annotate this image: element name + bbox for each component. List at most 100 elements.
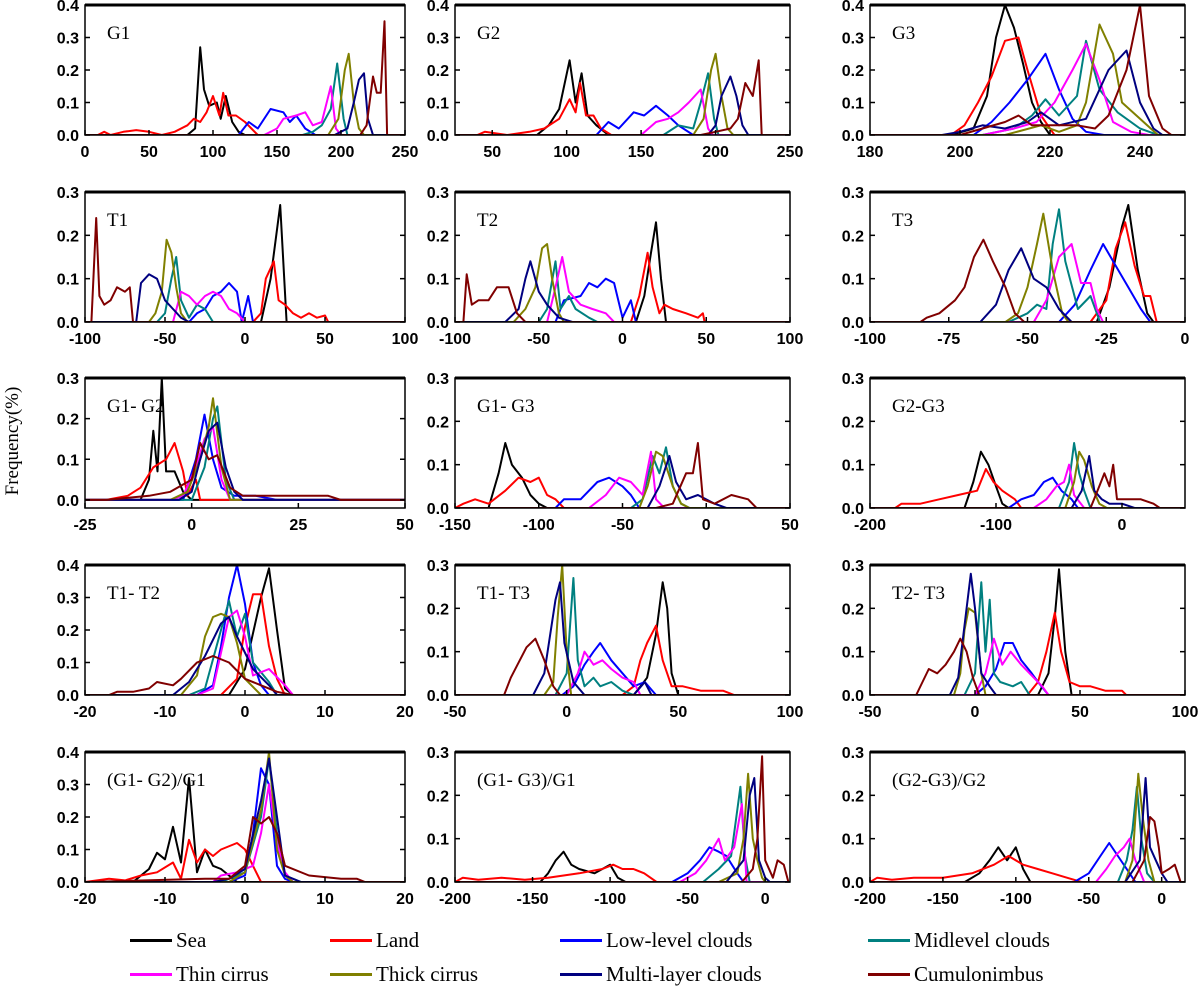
y-tick-label: 0.1	[427, 832, 449, 849]
series-line-thin-cirrus	[455, 256, 790, 322]
series-line-low-level-clouds	[455, 104, 790, 135]
y-tick-label: 0.0	[842, 875, 864, 892]
series-line-land	[870, 468, 1185, 508]
y-tick-label: 0.0	[427, 688, 449, 705]
series-line-cumulonimbus	[85, 217, 405, 322]
x-tick-label: -150	[517, 891, 549, 908]
series-line-thick-cirrus	[85, 238, 405, 322]
x-tick-label: 50	[396, 517, 414, 534]
y-tick-label: 0.2	[842, 414, 864, 431]
legend-label: Land	[376, 928, 420, 952]
y-tick-label: 0.2	[842, 788, 864, 805]
series-line-cumulonimbus	[455, 755, 790, 882]
legend-label: Low-level clouds	[606, 928, 753, 952]
y-tick-label: 0.3	[427, 371, 449, 388]
series-line-multi-layer-clouds	[85, 421, 405, 501]
panel-g3: 0.0 0.1 0.2 0.3 0.4 180 200 220 240 G3	[842, 0, 1186, 161]
series-line-cumulonimbus	[870, 238, 1185, 322]
x-tick-label: -50	[527, 331, 550, 348]
y-tick-label: 0.2	[427, 228, 449, 245]
x-tick-label: 180	[857, 144, 884, 161]
legend-swatch	[130, 973, 172, 976]
y-tick-label: 0.3	[427, 745, 449, 762]
x-tick-label: -25	[73, 517, 96, 534]
legend-swatch	[560, 939, 602, 942]
y-tick-label: 0.0	[427, 315, 449, 332]
x-tick-label: 0	[241, 331, 250, 348]
x-tick-label: -100	[69, 331, 101, 348]
x-tick-label: 0	[81, 144, 90, 161]
y-tick-label: 0.3	[57, 185, 79, 202]
series-line-low-level-clouds	[85, 413, 405, 501]
series-line-midlevel-clouds	[85, 405, 405, 501]
legend-swatch	[330, 939, 372, 942]
x-tick-label: 50	[781, 517, 799, 534]
y-tick-label: 0.3	[57, 31, 79, 48]
y-tick-label: 0.2	[427, 788, 449, 805]
panel-label: G1- G3	[477, 396, 535, 417]
legend-item-land: Land	[330, 928, 419, 953]
series-line-land	[455, 863, 790, 882]
series-line-midlevel-clouds	[85, 62, 405, 135]
series-line-thick-cirrus	[85, 612, 405, 695]
y-tick-label: 0.3	[427, 185, 449, 202]
series-line-cumulonimbus	[455, 637, 790, 695]
series-line-thick-cirrus	[455, 243, 790, 322]
x-tick-label: 0	[1157, 891, 1166, 908]
legend-item-midlevel-clouds: Midlevel clouds	[868, 928, 1050, 953]
panel--g2-g3-g2: 0.0 0.1 0.2 0.3 -200 -150 -100 -50 0 (G2-G3)/G2	[842, 745, 1186, 908]
y-tick-label: 0.0	[842, 315, 864, 332]
series-line-cumulonimbus	[85, 655, 405, 695]
series-line-thin-cirrus	[870, 243, 1185, 322]
series-line-multi-layer-clouds	[870, 247, 1185, 322]
y-tick-label: 0.1	[427, 645, 449, 662]
y-tick-label: 0.0	[427, 128, 449, 145]
series-line-thin-cirrus	[455, 450, 790, 508]
x-tick-label: 100	[1172, 704, 1199, 721]
x-tick-label: 10	[316, 704, 334, 721]
x-tick-label: 250	[392, 144, 419, 161]
series-line-thick-cirrus	[455, 772, 790, 882]
panel-label: (G2-G3)/G2	[892, 770, 986, 791]
series-line-thick-cirrus	[870, 450, 1185, 508]
y-tick-label: 0.2	[57, 228, 79, 245]
x-tick-label: 0	[1118, 517, 1127, 534]
series-line-multi-layer-clouds	[870, 777, 1185, 882]
series-line-midlevel-clouds	[85, 599, 405, 695]
panel-label: T3	[892, 210, 913, 231]
y-tick-label: 0.2	[57, 810, 79, 827]
y-axis-label: Frequency(%)	[2, 386, 23, 496]
x-tick-label: 240	[1127, 144, 1154, 161]
series-line-land	[455, 251, 790, 322]
series-line-sea	[85, 777, 405, 882]
legend-item-low-level-clouds: Low-level clouds	[560, 928, 752, 953]
series-line-low-level-clouds	[870, 642, 1185, 695]
series-line-thin-cirrus	[870, 463, 1185, 508]
series-line-midlevel-clouds	[455, 785, 790, 882]
series-line-cumulonimbus	[455, 273, 790, 322]
series-line-multi-layer-clouds	[455, 777, 790, 882]
x-tick-label: -100	[523, 517, 555, 534]
series-line-multi-layer-clouds	[455, 581, 790, 695]
y-tick-label: 0.1	[57, 656, 79, 673]
series-line-sea	[870, 450, 1185, 508]
series-line-multi-layer-clouds	[870, 455, 1185, 508]
series-line-multi-layer-clouds	[455, 455, 790, 508]
y-tick-label: 0.1	[57, 452, 79, 469]
x-tick-label: -50	[611, 517, 634, 534]
x-tick-label: -20	[73, 704, 96, 721]
y-tick-label: 0.0	[842, 501, 864, 518]
x-tick-label: 0	[241, 891, 250, 908]
series-line-low-level-clouds	[85, 565, 405, 695]
x-tick-label: -150	[927, 891, 959, 908]
legend-item-thick-cirrus: Thick cirrus	[330, 962, 478, 987]
y-tick-label: 0.3	[842, 185, 864, 202]
y-tick-label: 0.0	[57, 688, 79, 705]
x-tick-label: 50	[316, 331, 334, 348]
x-tick-label: 50	[669, 704, 687, 721]
panel-label: (G1- G3)/G1	[477, 770, 576, 791]
x-tick-label: 0	[761, 891, 770, 908]
series-line-thick-cirrus	[870, 23, 1185, 135]
series-line-midlevel-clouds	[455, 260, 790, 322]
y-tick-label: 0.3	[57, 778, 79, 795]
